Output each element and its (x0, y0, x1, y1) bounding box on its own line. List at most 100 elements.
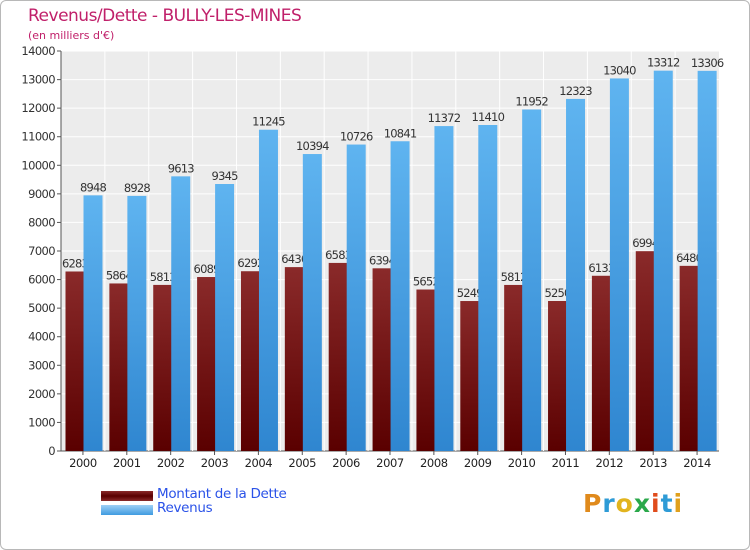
debt-value-label: 5652 (413, 275, 440, 289)
revenue-bar (258, 129, 278, 451)
debt-value-label: 6283 (62, 256, 89, 270)
x-tick-label: 2002 (157, 456, 185, 470)
debt-bar (635, 251, 655, 451)
debt-value-label: 6292 (237, 256, 264, 270)
debt-bar (548, 301, 568, 451)
x-tick-label: 2007 (376, 456, 404, 470)
legend-label: Montant de la Dette (157, 486, 287, 502)
debt-value-label: 6133 (588, 261, 615, 275)
y-tick-label: 9000 (28, 187, 55, 201)
y-tick-label: 1000 (28, 415, 55, 429)
debt-bar (197, 277, 217, 451)
logo-letter: t (660, 489, 674, 518)
x-tick-label: 2005 (288, 456, 316, 470)
debt-value-label: 6480 (676, 251, 703, 265)
revenue-bar (171, 176, 191, 452)
debt-value-label: 5864 (106, 268, 133, 282)
revenue-value-label: 10394 (296, 139, 329, 153)
y-tick-label: 5000 (28, 301, 55, 315)
debt-value-label: 6089 (194, 262, 221, 276)
logo-letter: o (615, 489, 634, 518)
debt-bar (284, 267, 304, 451)
debt-bar (372, 268, 392, 451)
y-tick-label: 14000 (21, 44, 55, 58)
x-tick-label: 2003 (201, 456, 229, 470)
debt-bar (460, 301, 480, 451)
x-tick-label: 2009 (464, 456, 492, 470)
y-tick-label: 12000 (21, 101, 55, 115)
y-tick-label: 3000 (28, 358, 55, 372)
revenue-value-label: 13312 (647, 56, 680, 70)
debt-value-label: 5250 (544, 286, 571, 300)
revenue-value-label: 9345 (212, 169, 239, 183)
revenue-value-label: 11952 (515, 95, 548, 109)
debt-bar (153, 284, 173, 451)
logo-letter: P (583, 489, 603, 518)
y-tick-label: 4000 (28, 330, 55, 344)
x-tick-label: 2010 (508, 456, 536, 470)
x-tick-label: 2000 (69, 456, 97, 470)
revenue-bar (566, 98, 586, 452)
revenue-value-label: 13306 (691, 56, 724, 70)
revenue-bar (697, 70, 717, 451)
logo-letter: x (633, 489, 651, 518)
x-tick-label: 2011 (552, 456, 580, 470)
y-tick-label: 10000 (21, 158, 55, 172)
revenue-value-label: 8928 (124, 181, 151, 195)
revenue-value-label: 9613 (168, 161, 195, 175)
revenue-bar (390, 141, 410, 451)
x-tick-label: 2006 (332, 456, 360, 470)
revenue-value-label: 11372 (428, 111, 461, 125)
y-tick-label: 6000 (28, 273, 55, 287)
debt-bar (591, 275, 611, 451)
x-tick-label: 2008 (420, 456, 448, 470)
debt-bar (240, 271, 260, 451)
debt-bar (679, 265, 699, 451)
revenue-value-label: 11245 (252, 115, 285, 129)
debt-value-label: 6994 (632, 236, 659, 250)
debt-value-label: 5812 (501, 270, 528, 284)
proxiti-logo: Proxiti (583, 489, 683, 518)
revenue-value-label: 13040 (603, 63, 636, 77)
revenue-bar (346, 144, 366, 452)
revenue-value-label: 10841 (384, 126, 417, 140)
x-tick-label: 2004 (245, 456, 273, 470)
revenue-bar (653, 70, 673, 452)
legend-swatch (101, 505, 153, 515)
logo-letter: i (673, 489, 684, 518)
debt-bar (504, 284, 524, 451)
revenue-value-label: 8948 (80, 180, 107, 194)
logo-letter: i (651, 489, 661, 518)
revenue-bar (478, 125, 498, 451)
revenue-bar (127, 195, 147, 451)
legend-label: Revenus (157, 500, 213, 516)
revenue-bar (302, 154, 322, 451)
debt-value-label: 5249 (457, 286, 484, 300)
debt-value-label: 6394 (369, 253, 396, 267)
revenue-bar (83, 195, 103, 451)
x-tick-label: 2014 (683, 456, 711, 470)
y-tick-label: 13000 (21, 73, 55, 87)
y-tick-label: 0 (48, 444, 55, 458)
revenue-bar (215, 184, 235, 451)
x-tick-label: 2013 (639, 456, 667, 470)
legend-swatch (101, 491, 153, 501)
revenue-value-label: 10726 (340, 130, 373, 144)
y-tick-label: 2000 (28, 387, 55, 401)
revenue-bar (434, 126, 454, 451)
chart-subtitle: (en milliers d'€) (28, 29, 115, 42)
debt-bar (328, 262, 348, 451)
y-tick-label: 7000 (28, 244, 55, 258)
y-tick-label: 8000 (28, 215, 55, 229)
debt-bar (65, 271, 85, 451)
debt-bar (416, 289, 436, 451)
debt-value-label: 5813 (150, 270, 177, 284)
revenue-value-label: 11410 (472, 110, 505, 124)
revenue-value-label: 12323 (559, 84, 592, 98)
x-tick-label: 2012 (595, 456, 623, 470)
logo-letter: r (602, 489, 616, 518)
y-tick-label: 11000 (21, 130, 55, 144)
debt-value-label: 6583 (325, 248, 352, 262)
